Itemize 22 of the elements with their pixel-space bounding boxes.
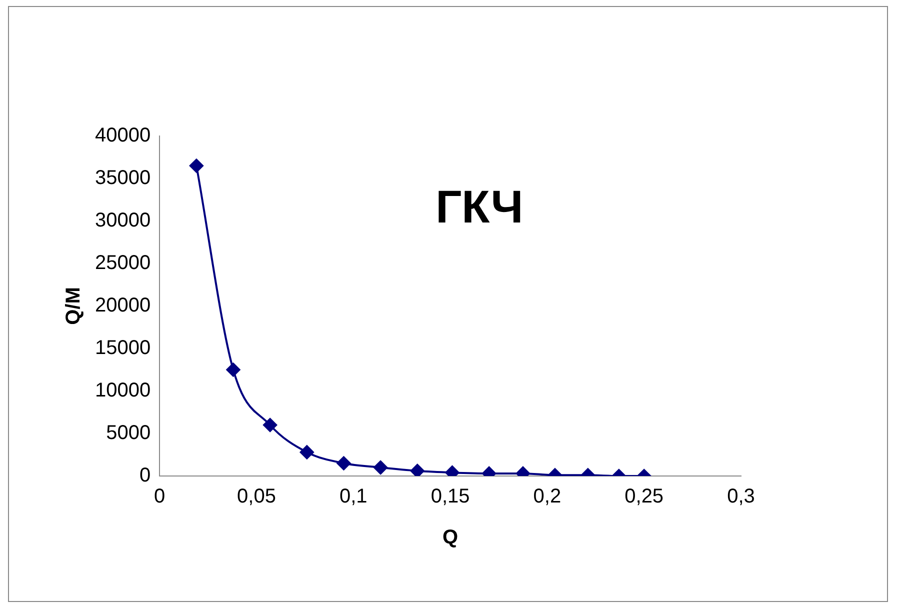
point <box>189 158 204 173</box>
x-tick-label: 0,25 <box>624 486 664 508</box>
x-tick-label: 0,15 <box>430 486 470 508</box>
y-tick-label: 15000 <box>94 337 151 360</box>
x-tick-label: 0,05 <box>237 486 276 508</box>
y-tick-label: 0 <box>139 464 151 487</box>
y-tick-label: 40000 <box>94 124 151 147</box>
x-axis-title: Q <box>442 526 458 549</box>
x-tick-label: 0,2 <box>533 486 562 508</box>
y-axis-title: Q/M <box>62 287 85 325</box>
y-tick-label: 30000 <box>94 210 151 232</box>
point <box>410 464 424 476</box>
y-tick-label: 10000 <box>94 380 151 402</box>
x-tick-label: 0 <box>154 486 166 508</box>
y-tick-label: 20000 <box>94 294 151 317</box>
y-tick-label: 25000 <box>94 252 151 274</box>
point <box>226 362 240 377</box>
y-tick-label: 35000 <box>94 167 151 190</box>
y-tick-label: 5000 <box>106 422 151 444</box>
text: ГКЧ <box>436 180 524 233</box>
x-tick-label: 0,3 <box>727 486 755 508</box>
x-tick-label: 0,1 <box>340 486 368 508</box>
